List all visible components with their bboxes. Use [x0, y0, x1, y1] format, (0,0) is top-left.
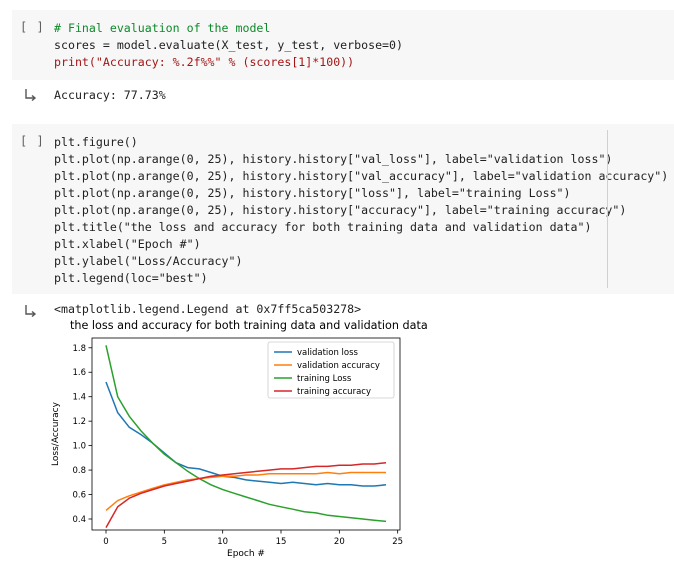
- run-cell-button[interactable]: [ ]: [20, 20, 45, 34]
- code-line: plt.figure(): [54, 135, 138, 149]
- series-line: [105, 471, 386, 511]
- x-tick-label: 15: [276, 537, 287, 547]
- cell-output: <matplotlib.legend.Legend at 0x7ff5ca503…: [54, 302, 362, 316]
- y-tick-label: 1.6: [72, 368, 86, 378]
- code-editor[interactable]: # Final evaluation of the model scores =…: [54, 20, 403, 71]
- x-tick-label: 20: [334, 537, 345, 547]
- code-editor[interactable]: plt.figure() plt.plot(np.arange(0, 25), …: [54, 134, 668, 287]
- series-line: [105, 345, 387, 523]
- cell-output: Accuracy: 77.73%: [54, 88, 166, 102]
- legend-label: validation loss: [297, 348, 359, 358]
- code-line: plt.plot(np.arange(0, 25), history.histo…: [54, 169, 669, 183]
- y-axis-label: Loss/Accuracy: [51, 401, 61, 466]
- code-line: scores = model.evaluate(X_test, y_test, …: [54, 38, 404, 52]
- y-tick-label: 0.8: [72, 466, 86, 476]
- y-tick-label: 0.4: [72, 515, 86, 525]
- code-line: print("Accuracy: %.2f%%" % (scores[1]*10…: [54, 55, 355, 69]
- code-line: # Final evaluation of the model: [54, 21, 271, 35]
- legend-box: [267, 341, 395, 399]
- run-cell-button[interactable]: [ ]: [20, 134, 45, 148]
- output-arrow-icon[interactable]: [24, 87, 38, 101]
- x-tick-label: 0: [103, 537, 108, 547]
- x-tick-label: 25: [392, 537, 403, 547]
- output-arrow-icon[interactable]: [24, 303, 38, 317]
- legend-label: training Loss: [297, 374, 352, 384]
- code-line: plt.legend(loc="best"): [54, 271, 208, 285]
- chart-title: the loss and accuracy for both training …: [70, 319, 428, 332]
- line-length-ruler: [607, 130, 608, 288]
- line-chart: 0 5 10 15 20 25 0.4 0.6 0.8 1.0 1.2 1.4 1.6 1.8 Epoch …: [51, 337, 403, 559]
- code-line: plt.ylabel("Loss/Accuracy"): [54, 254, 243, 268]
- code-line: plt.plot(np.arange(0, 25), history.histo…: [54, 152, 613, 166]
- y-tick-label: 1.0: [72, 442, 86, 452]
- legend-label: validation accuracy: [297, 361, 380, 371]
- x-tick-label: 5: [162, 537, 167, 547]
- x-axis-label: Epoch #: [227, 549, 265, 559]
- code-line: plt.plot(np.arange(0, 25), history.histo…: [54, 203, 627, 217]
- code-cell-evaluate[interactable]: [ ] # Final evaluation of the model scor…: [12, 10, 674, 80]
- y-tick-label: 1.8: [72, 344, 86, 354]
- code-line: plt.plot(np.arange(0, 25), history.histo…: [54, 186, 571, 200]
- y-tick-label: 1.2: [72, 417, 86, 427]
- y-tick-label: 1.4: [72, 393, 86, 403]
- legend-label: training accuracy: [297, 387, 371, 397]
- code-cell-plot[interactable]: [ ] plt.figure() plt.plot(np.arange(0, 2…: [12, 124, 674, 294]
- code-line: plt.title("the loss and accuracy for bot…: [54, 220, 592, 234]
- y-tick-label: 0.6: [72, 491, 86, 501]
- series-line: [105, 461, 387, 528]
- code-line: plt.xlabel("Epoch #"): [54, 237, 201, 251]
- x-tick-label: 10: [217, 537, 228, 547]
